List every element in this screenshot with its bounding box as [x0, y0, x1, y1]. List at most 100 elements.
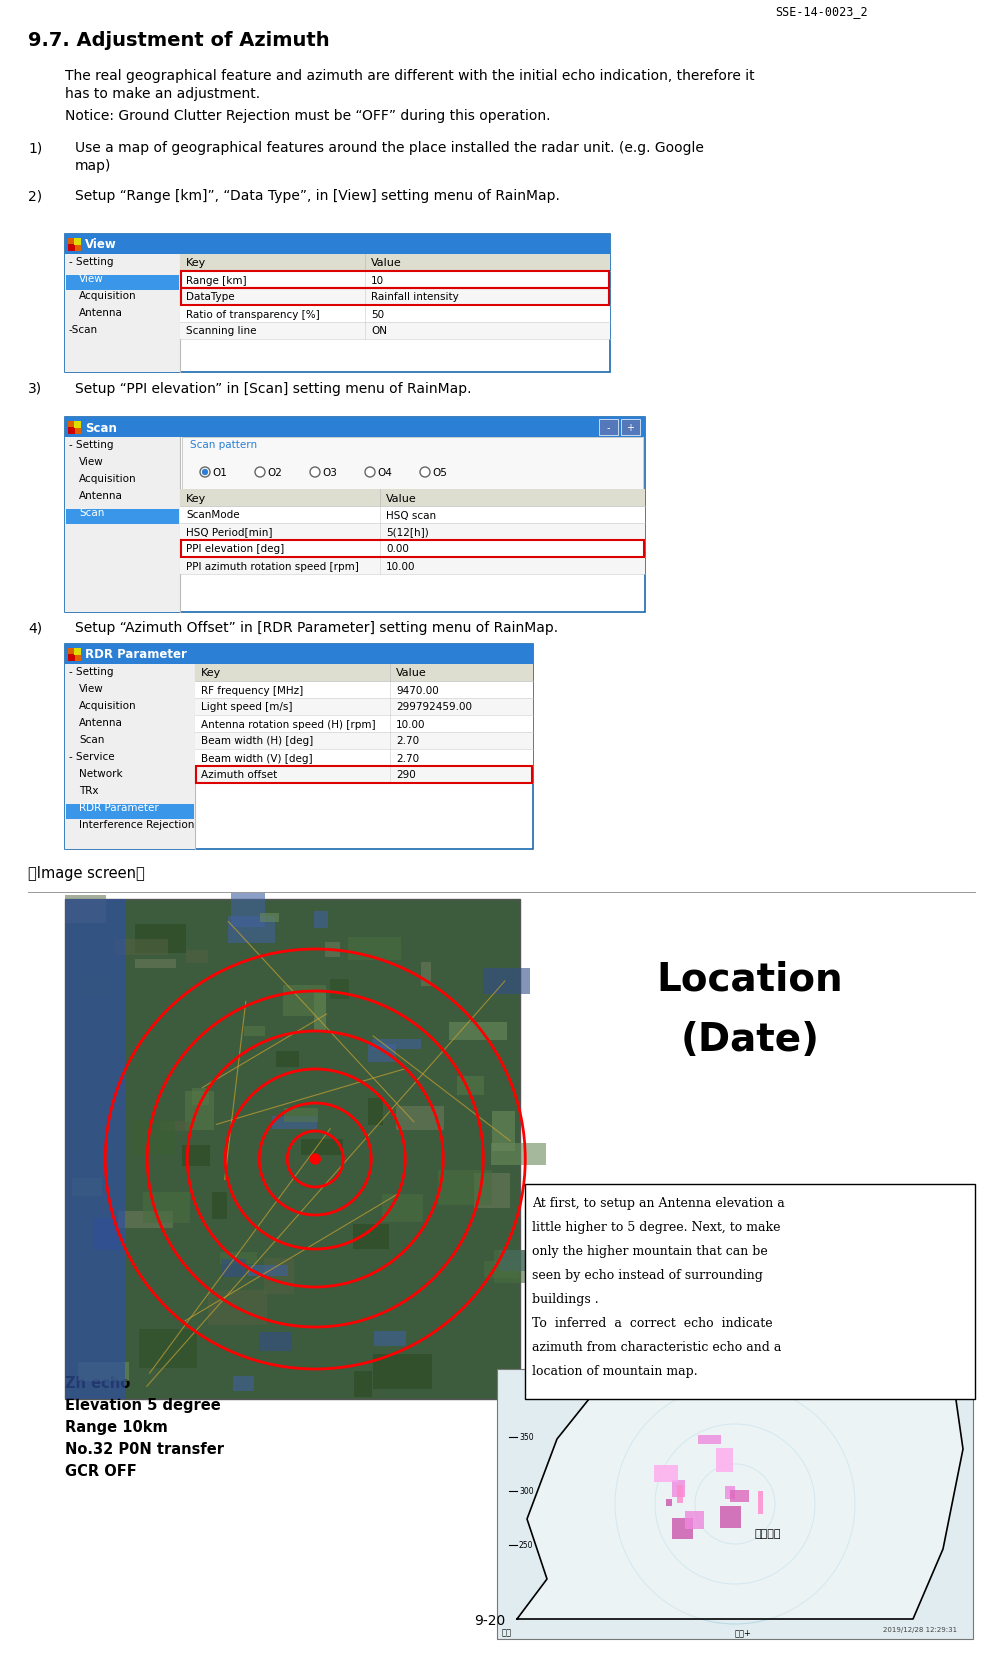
Bar [348, 938, 401, 960]
Bar [723, 1486, 733, 1499]
Text: Scan pattern: Scan pattern [189, 440, 257, 450]
Text: 南越前町: 南越前町 [755, 1529, 781, 1539]
Bar [68, 238, 81, 252]
Text: Ratio of transparency [%]: Ratio of transparency [%] [185, 309, 320, 319]
Bar [715, 1448, 732, 1473]
Bar [330, 980, 349, 1000]
Text: 10.00: 10.00 [396, 718, 425, 730]
Bar [66, 276, 178, 291]
Text: Antenna: Antenna [79, 718, 123, 728]
Bar [276, 1051, 299, 1067]
Bar [757, 1491, 763, 1514]
Bar [474, 1173, 509, 1208]
Text: azimuth from characteristic echo and a: azimuth from characteristic echo and a [531, 1341, 781, 1354]
Text: +: + [626, 422, 634, 432]
Text: Scan: Scan [85, 422, 117, 434]
Bar [139, 1329, 196, 1369]
Bar [499, 1250, 557, 1271]
Text: - Setting: - Setting [69, 667, 113, 677]
Text: 2): 2) [28, 189, 42, 204]
Text: 10.00: 10.00 [386, 561, 415, 571]
Bar [179, 558, 644, 574]
Bar [180, 541, 643, 558]
Text: seen by echo instead of surrounding: seen by echo instead of surrounding [531, 1268, 763, 1281]
Text: SSE-14-0023_2: SSE-14-0023_2 [775, 5, 867, 18]
Bar [671, 1480, 684, 1498]
Bar [653, 1466, 677, 1481]
Bar [66, 804, 193, 819]
Bar [483, 1261, 518, 1278]
Bar [68, 245, 75, 252]
Text: 9470.00: 9470.00 [396, 685, 438, 695]
Bar [179, 323, 609, 339]
Text: 250: 250 [518, 1541, 533, 1549]
Text: 滝岡: 滝岡 [501, 1627, 511, 1637]
Bar [301, 1139, 343, 1155]
Text: View: View [79, 273, 103, 283]
Bar [142, 1192, 189, 1223]
Bar [194, 665, 532, 682]
Text: 5(12[h]): 5(12[h]) [386, 528, 428, 538]
Text: Notice: Ground Clutter Rejection must be “OFF” during this operation.: Notice: Ground Clutter Rejection must be… [65, 109, 550, 122]
Circle shape [199, 468, 209, 478]
Polygon shape [516, 1379, 962, 1619]
Bar [247, 1266, 288, 1276]
Text: Antenna: Antenna [79, 308, 123, 318]
Text: The real geographical feature and azimuth are different with the initial echo in: The real geographical feature and azimut… [65, 70, 754, 83]
Text: -: - [606, 422, 609, 432]
Bar [78, 1362, 129, 1382]
Bar [260, 914, 279, 922]
Text: 290: 290 [396, 770, 416, 780]
Text: 2.70: 2.70 [396, 736, 419, 746]
Text: View: View [79, 684, 103, 693]
Bar [483, 968, 530, 995]
Bar [220, 1251, 258, 1264]
Bar [135, 960, 175, 968]
Bar [231, 892, 265, 927]
Bar [284, 1109, 318, 1122]
Bar [194, 766, 532, 783]
Text: little higher to 5 degree. Next, to make: little higher to 5 degree. Next, to make [531, 1220, 780, 1233]
Text: PPI elevation [deg]: PPI elevation [deg] [185, 544, 284, 554]
Text: Rainfall intensity: Rainfall intensity [371, 293, 458, 303]
Bar [74, 238, 81, 247]
Bar [272, 1117, 317, 1129]
Text: 9.7. Adjustment of Azimuth: 9.7. Adjustment of Azimuth [28, 31, 330, 50]
Bar [620, 420, 639, 435]
Text: O5: O5 [432, 468, 447, 478]
Text: Key: Key [185, 493, 206, 503]
Bar [65, 899, 519, 1398]
Text: PPI azimuth rotation speed [rpm]: PPI azimuth rotation speed [rpm] [185, 561, 359, 571]
Text: 50: 50 [371, 309, 384, 319]
Bar [179, 290, 609, 306]
Text: RF frequency [MHz]: RF frequency [MHz] [200, 685, 303, 695]
Bar [421, 962, 431, 986]
Bar [68, 427, 75, 435]
Bar [184, 1091, 213, 1130]
Bar [72, 1178, 101, 1197]
Text: Range [km]: Range [km] [185, 275, 246, 285]
Bar [179, 271, 609, 290]
Bar [684, 1511, 703, 1529]
Bar [368, 1044, 396, 1063]
Bar [68, 655, 75, 662]
Bar [325, 943, 339, 957]
Circle shape [202, 470, 207, 475]
Bar [78, 975, 111, 995]
Text: 9-20: 9-20 [474, 1614, 505, 1627]
Text: Antenna: Antenna [79, 490, 123, 501]
Text: At first, to setup an Antenna elevation a: At first, to setup an Antenna elevation … [531, 1197, 784, 1210]
Bar [729, 1490, 747, 1503]
Bar [66, 510, 178, 525]
Text: HSQ scan: HSQ scan [386, 510, 436, 520]
Text: TRx: TRx [79, 786, 98, 796]
Bar [181, 437, 642, 490]
Text: Light speed [m/s]: Light speed [m/s] [200, 702, 293, 712]
Bar [74, 422, 81, 429]
Bar [195, 766, 531, 783]
Text: 10: 10 [371, 275, 384, 285]
Bar [194, 698, 532, 715]
Bar [65, 235, 609, 372]
Text: DataType: DataType [185, 293, 234, 303]
Bar [160, 1122, 190, 1132]
